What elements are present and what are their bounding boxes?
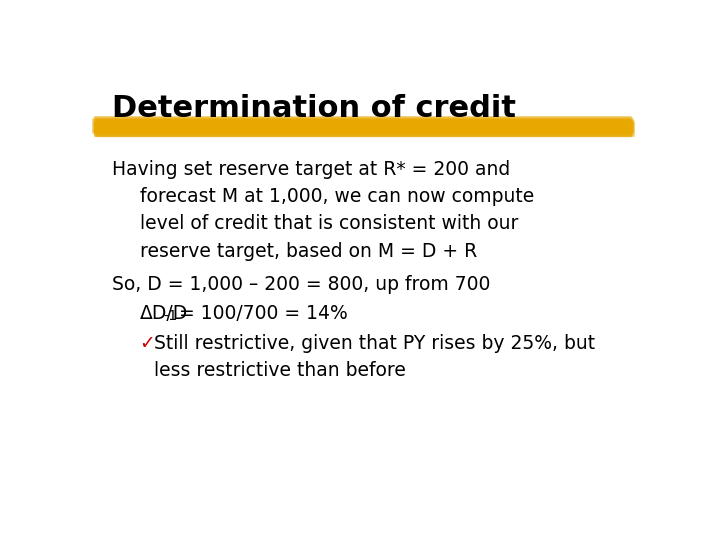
- Text: So, D = 1,000 – 200 = 800, up from 700: So, D = 1,000 – 200 = 800, up from 700: [112, 275, 491, 294]
- Text: Still restrictive, given that PY rises by 25%, but: Still restrictive, given that PY rises b…: [154, 334, 595, 353]
- FancyBboxPatch shape: [95, 117, 634, 132]
- Text: ✓: ✓: [140, 334, 156, 353]
- FancyBboxPatch shape: [95, 123, 633, 134]
- Text: level of credit that is consistent with our: level of credit that is consistent with …: [140, 214, 518, 233]
- FancyBboxPatch shape: [92, 118, 630, 134]
- FancyBboxPatch shape: [96, 120, 634, 134]
- FancyBboxPatch shape: [95, 119, 633, 133]
- FancyBboxPatch shape: [94, 116, 631, 132]
- FancyBboxPatch shape: [94, 119, 632, 133]
- Text: Having set reserve target at R* = 200 and: Having set reserve target at R* = 200 an…: [112, 160, 510, 179]
- Text: -1: -1: [163, 309, 177, 323]
- FancyBboxPatch shape: [94, 122, 631, 136]
- Text: forecast M at 1,000, we can now compute: forecast M at 1,000, we can now compute: [140, 187, 534, 206]
- FancyBboxPatch shape: [94, 125, 632, 137]
- FancyBboxPatch shape: [97, 122, 635, 137]
- Text: Determination of credit: Determination of credit: [112, 94, 516, 123]
- Text: = 100/700 = 14%: = 100/700 = 14%: [173, 304, 348, 323]
- FancyBboxPatch shape: [96, 120, 634, 133]
- FancyBboxPatch shape: [93, 119, 631, 132]
- FancyBboxPatch shape: [94, 117, 632, 132]
- Text: ΔD/D: ΔD/D: [140, 304, 189, 323]
- FancyBboxPatch shape: [96, 122, 634, 137]
- FancyBboxPatch shape: [94, 124, 632, 137]
- FancyBboxPatch shape: [92, 121, 631, 133]
- Text: reserve target, based on M = D + R: reserve target, based on M = D + R: [140, 241, 477, 260]
- FancyBboxPatch shape: [94, 125, 632, 137]
- Text: less restrictive than before: less restrictive than before: [154, 361, 406, 380]
- FancyBboxPatch shape: [96, 119, 634, 132]
